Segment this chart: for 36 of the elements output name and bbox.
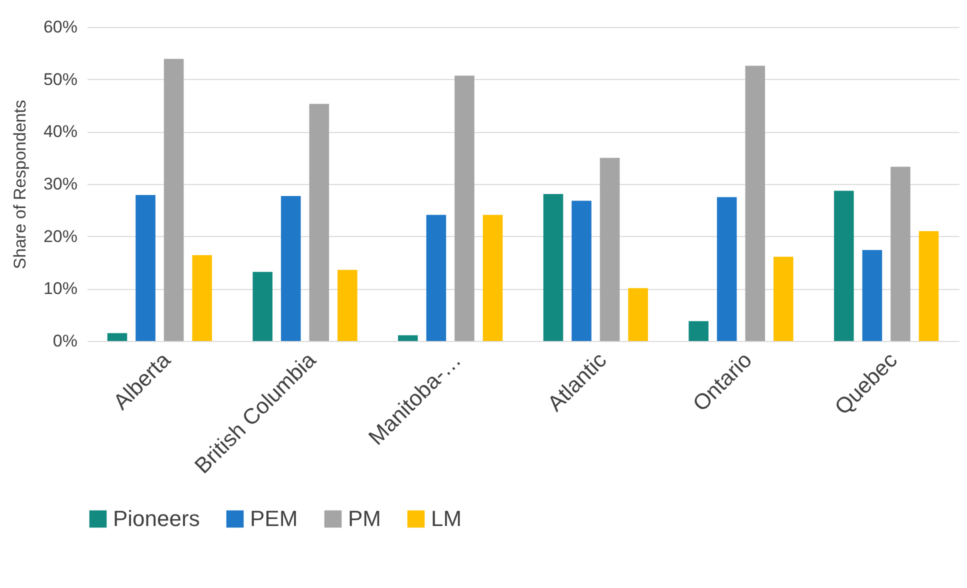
bar [398, 335, 418, 341]
y-tick-label: 0% [52, 332, 78, 350]
y-tick-label: 10% [43, 279, 78, 298]
bar [572, 200, 592, 341]
bar [716, 197, 737, 341]
bar [628, 288, 648, 341]
bar [600, 158, 620, 341]
bar [745, 66, 766, 341]
y-axis-title: Share of Respondents [10, 100, 30, 270]
bar [482, 214, 503, 341]
y-tick-label: 40% [43, 122, 78, 142]
bar [862, 250, 882, 341]
legend-label: PEM [250, 506, 298, 531]
bar [454, 76, 474, 341]
bar [834, 190, 854, 341]
bar [107, 333, 128, 341]
bar [164, 58, 184, 341]
bar [280, 196, 301, 341]
bar [688, 321, 708, 341]
bar [918, 231, 939, 341]
bar [890, 166, 910, 341]
bar [543, 194, 564, 341]
bar [252, 272, 272, 341]
y-tick-label: 20% [43, 226, 78, 246]
legend-label: PM [348, 506, 381, 531]
bar [426, 214, 446, 341]
legend-label: LM [431, 506, 462, 531]
bar [309, 104, 330, 341]
bar [338, 270, 358, 341]
y-tick-label: 30% [43, 174, 78, 194]
legend-label: Pioneers [113, 506, 200, 531]
y-tick-label: 50% [43, 70, 78, 89]
bar [136, 194, 156, 341]
bar [774, 256, 794, 341]
bar [192, 255, 212, 341]
y-tick-label: 60% [43, 18, 78, 36]
